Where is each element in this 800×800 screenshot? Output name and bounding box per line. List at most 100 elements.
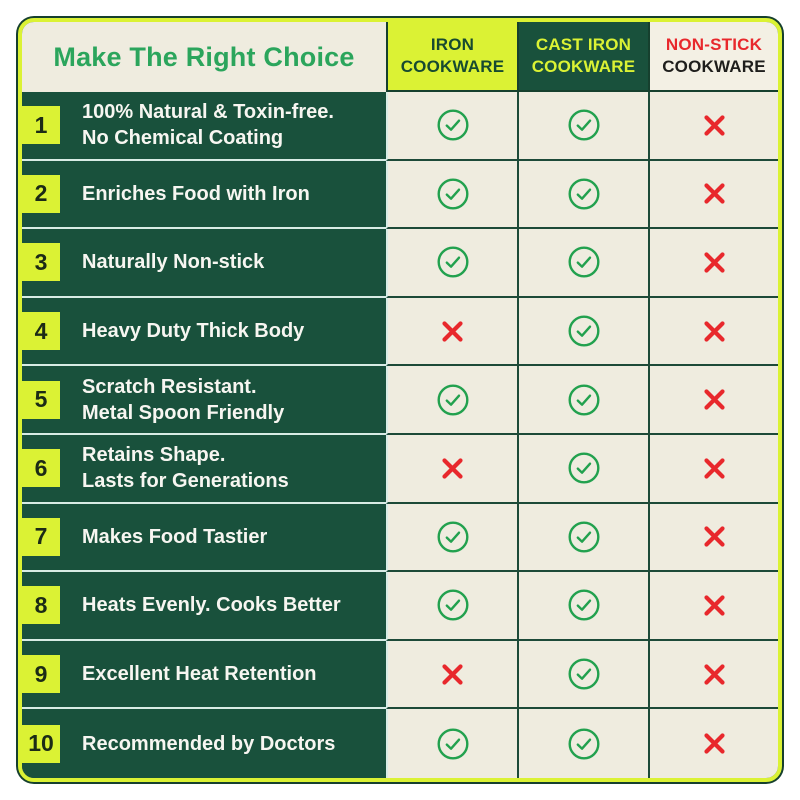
mark-cell-iron [386, 640, 517, 710]
feature-label: 100% Natural & Toxin-free. No Chemical C… [82, 101, 334, 150]
feature-label: Excellent Heat Retention [82, 663, 317, 686]
mark-cell-cast-iron [517, 92, 648, 161]
feature-cell: 1 100% Natural & Toxin-free. No Chemical… [22, 92, 386, 161]
mark-cell-cast-iron [517, 297, 648, 367]
check-icon [567, 383, 601, 417]
column-header-line: NON-STICK [665, 34, 763, 54]
cross-icon [702, 181, 727, 206]
mark-cell-cast-iron [517, 160, 648, 230]
mark-cell-cast-iron [517, 503, 648, 573]
row-number-badge: 6 [22, 449, 60, 488]
mark-cell-non-stick [648, 92, 778, 161]
feature-row: 10 Recommended by Doctors [22, 709, 778, 778]
feature-cell: 4 Heavy Duty Thick Body [22, 297, 386, 367]
feature-label: Heats Evenly. Cooks Better [82, 594, 341, 617]
feature-row: 1 100% Natural & Toxin-free. No Chemical… [22, 92, 778, 161]
check-icon [436, 520, 470, 554]
mark-cell-iron [386, 434, 517, 504]
feature-cell: 7 Makes Food Tastier [22, 503, 386, 573]
column-header-line: CAST IRON [535, 34, 632, 54]
mark-cell-iron [386, 503, 517, 573]
cross-icon [440, 662, 465, 687]
mark-cell-iron [386, 229, 517, 298]
mark-cell-non-stick [648, 709, 778, 778]
check-icon [436, 108, 470, 142]
mark-cell-non-stick [648, 434, 778, 504]
row-number-badge: 8 [22, 586, 60, 625]
mark-cell-cast-iron [517, 366, 648, 435]
table-body: 1 100% Natural & Toxin-free. No Chemical… [22, 92, 778, 778]
feature-row: 6 Retains Shape. Lasts for Generations [22, 434, 778, 504]
feature-label: Heavy Duty Thick Body [82, 320, 305, 343]
mark-cell-cast-iron [517, 572, 648, 641]
feature-cell: 3 Naturally Non-stick [22, 229, 386, 298]
mark-cell-non-stick [648, 366, 778, 435]
feature-label: Scratch Resistant. Metal Spoon Friendly [82, 375, 285, 424]
cross-icon [440, 319, 465, 344]
feature-row: 7 Makes Food Tastier [22, 503, 778, 573]
row-number-badge: 1 [22, 106, 60, 145]
cross-icon [702, 593, 727, 618]
check-icon [436, 588, 470, 622]
mark-cell-iron [386, 709, 517, 778]
check-icon [567, 451, 601, 485]
mark-cell-non-stick [648, 229, 778, 298]
cross-icon [702, 731, 727, 756]
feature-cell: 2 Enriches Food with Iron [22, 160, 386, 230]
cross-icon [702, 113, 727, 138]
feature-label: Enriches Food with Iron [82, 182, 310, 205]
check-icon [567, 177, 601, 211]
mark-cell-cast-iron [517, 709, 648, 778]
cross-icon [702, 319, 727, 344]
check-icon [436, 177, 470, 211]
feature-label: Retains Shape. Lasts for Generations [82, 444, 289, 493]
column-header-line: IRON [430, 34, 475, 54]
cross-icon [440, 456, 465, 481]
mark-cell-non-stick [648, 297, 778, 367]
cross-icon [702, 662, 727, 687]
feature-row: 8 Heats Evenly. Cooks Better [22, 572, 778, 641]
feature-label: Naturally Non-stick [82, 251, 265, 274]
feature-label: Makes Food Tastier [82, 525, 268, 548]
check-icon [436, 383, 470, 417]
mark-cell-cast-iron [517, 229, 648, 298]
mark-cell-non-stick [648, 640, 778, 710]
check-icon [567, 520, 601, 554]
check-icon [567, 245, 601, 279]
comparison-table: Make The Right Choice IRON COOKWARE CAST… [18, 18, 782, 782]
cross-icon [702, 250, 727, 275]
column-header-line: COOKWARE [662, 57, 766, 76]
row-number-badge: 7 [22, 517, 60, 556]
mark-cell-iron [386, 92, 517, 161]
row-number-badge: 3 [22, 243, 60, 282]
feature-row: 2 Enriches Food with Iron [22, 160, 778, 230]
check-icon [567, 727, 601, 761]
feature-cell: 10 Recommended by Doctors [22, 709, 386, 778]
check-icon [567, 588, 601, 622]
mark-cell-iron [386, 160, 517, 230]
row-number-badge: 10 [22, 724, 60, 763]
check-icon [436, 727, 470, 761]
mark-cell-iron [386, 572, 517, 641]
row-number-badge: 9 [22, 655, 60, 694]
column-header-line: COOKWARE [531, 57, 636, 76]
check-icon [567, 314, 601, 348]
mark-cell-iron [386, 297, 517, 367]
mark-cell-cast-iron [517, 434, 648, 504]
feature-row: 5 Scratch Resistant. Metal Spoon Friendl… [22, 366, 778, 435]
feature-cell: 9 Excellent Heat Retention [22, 640, 386, 710]
mark-cell-iron [386, 366, 517, 435]
mark-cell-non-stick [648, 503, 778, 573]
cross-icon [702, 524, 727, 549]
feature-cell: 5 Scratch Resistant. Metal Spoon Friendl… [22, 366, 386, 435]
row-number-badge: 4 [22, 312, 60, 351]
feature-label: Recommended by Doctors [82, 732, 336, 755]
check-icon [567, 108, 601, 142]
row-number-badge: 5 [22, 380, 60, 419]
column-header-iron-cookware: IRON COOKWARE [386, 22, 517, 92]
check-icon [567, 657, 601, 691]
page-title: Make The Right Choice [22, 22, 386, 92]
mark-cell-cast-iron [517, 640, 648, 710]
cross-icon [702, 456, 727, 481]
